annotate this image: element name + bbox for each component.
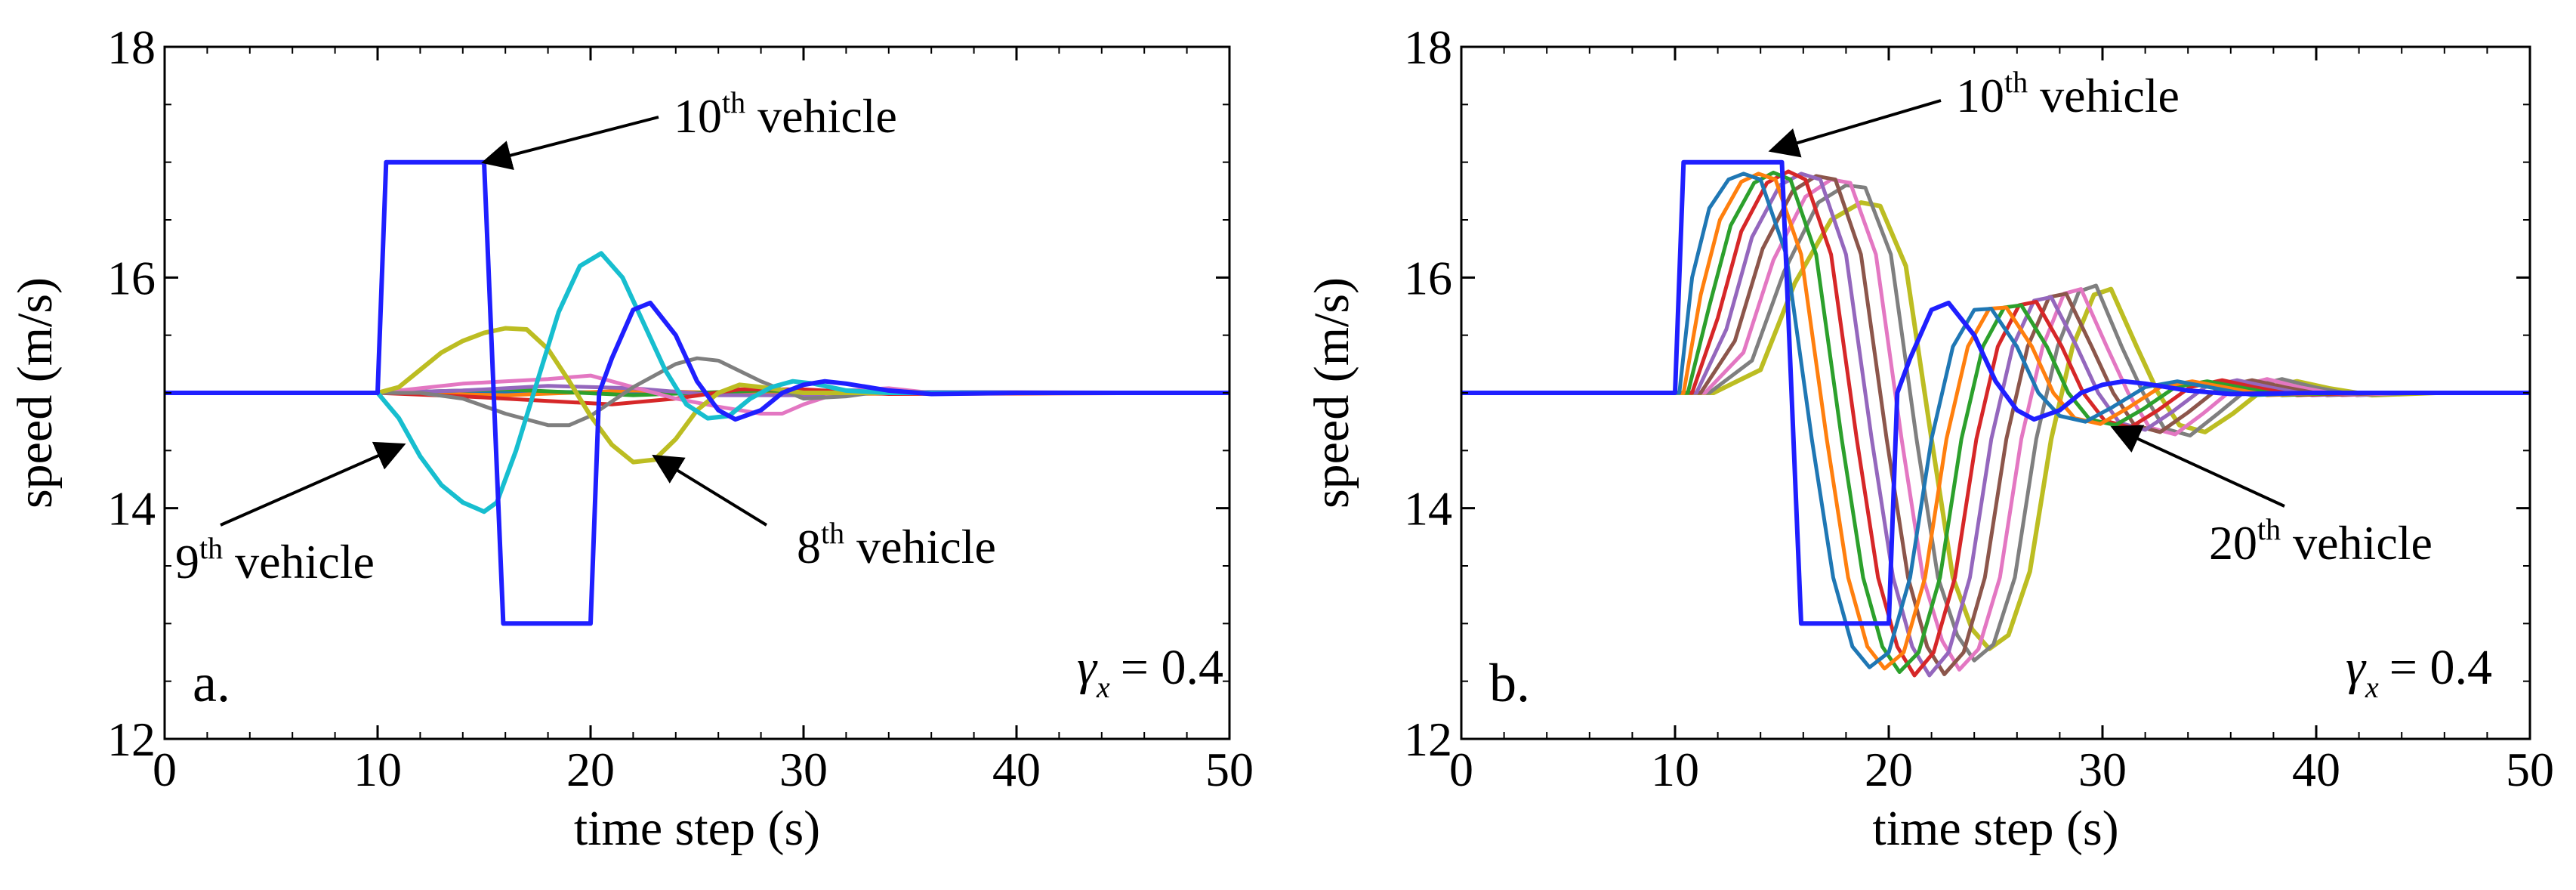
panel-label: a. [193,653,230,713]
annotation-arrow [2110,425,2285,508]
x-tick-label: 10 [1651,743,1699,796]
parameter-text: γx = 0.4 [1077,640,1223,704]
annotation-arrow [220,441,406,527]
y-tick-label: 18 [107,20,156,74]
series-line [165,159,1229,626]
panel-a: 0 10 20 30 40 50 12 14 16 18 time step (s) speed (m… [8,20,1254,856]
y-tick-label: 12 [1404,712,1452,766]
y-tick-label: 14 [107,482,156,536]
x-tick-label: 20 [1865,743,1913,796]
annotation-text: 10th vehicle [674,85,897,143]
x-tick-label: 40 [2292,743,2340,796]
y-tick-label: 14 [1404,482,1452,536]
x-tick-label: 40 [992,743,1041,796]
x-axis-label: time step (s) [574,801,820,856]
y-tick-label: 16 [107,251,156,304]
annotation-text: 8th vehicle [797,516,996,573]
series-line [165,356,1229,428]
x-tick-label: 0 [1449,743,1473,796]
series-line [165,251,1229,515]
y-tick-label: 12 [107,712,156,766]
x-tick-label: 20 [566,743,615,796]
series-line [1461,172,2530,678]
x-tick-label: 0 [153,743,177,796]
panel-label: b. [1489,653,1530,713]
x-tick-label: 50 [1205,743,1254,796]
series-group [1461,159,2530,678]
x-axis-label: time step (s) [1872,801,2118,856]
series-group [165,159,1229,626]
y-axis-label: speed (m/s) [8,277,63,508]
parameter-text: γx = 0.4 [2346,640,2492,704]
y-axis-label: speed (m/s) [1304,277,1359,508]
x-tick-label: 30 [779,743,828,796]
y-tick-label: 18 [1404,20,1452,74]
series-line [165,326,1229,465]
x-tick-label: 50 [2506,743,2554,796]
annotation-text: 9th vehicle [175,531,375,589]
y-tick-label: 16 [1404,251,1452,304]
annotation-text: 20th vehicle [2209,512,2433,570]
panel-b: 0 10 20 30 40 50 12 14 16 18 time step (s) speed (m… [1304,20,2554,856]
series-line [1461,159,2530,626]
x-tick-label: 30 [2078,743,2127,796]
x-tick-label: 10 [353,743,402,796]
annotation-arrow [652,454,768,527]
annotation-arrow [481,116,659,171]
annotation-arrow [1768,99,1942,158]
annotation-text: 10th vehicle [1956,65,2180,122]
